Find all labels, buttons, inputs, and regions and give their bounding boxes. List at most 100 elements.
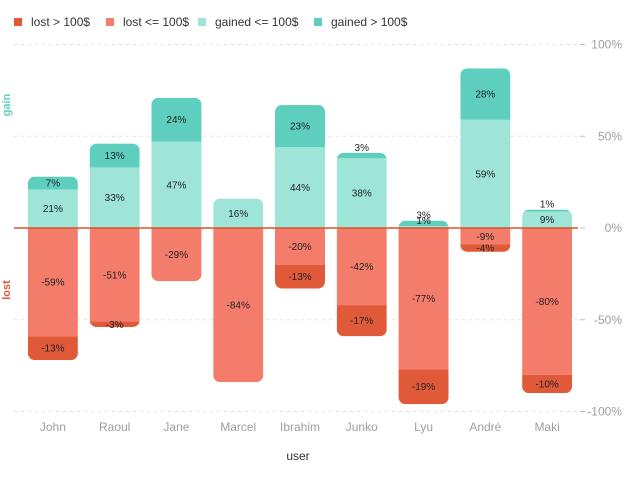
legend-swatch-1 <box>106 18 114 26</box>
legend-swatch-3 <box>314 18 322 26</box>
bar-André-gained-small <box>460 119 511 228</box>
bar-Jane-gained-small <box>151 141 202 228</box>
bar-group-1: 33% 13% -51% -3% <box>89 143 140 331</box>
x-axis-ticks: John Raoul Jane Marcel Ibrahim Junko Lyu André M… <box>40 420 560 434</box>
lost-axis-label: lost <box>1 280 13 300</box>
legend-label-0: lost > 100$ <box>31 15 90 29</box>
x-tick-label-6: Lyu <box>414 420 433 434</box>
x-tick-label-5: Junko <box>346 420 378 434</box>
bar-Lyu-gained-large <box>398 220 449 227</box>
data-label-Maki-gained-large: 1% <box>540 200 555 211</box>
legend-label-2: gained <= 100$ <box>215 15 299 29</box>
legend-label-3: gained > 100$ <box>331 15 408 29</box>
x-tick-label-4: Ibrahim <box>280 420 320 434</box>
data-label-Ibrahim-lost-small: -20% <box>288 242 311 253</box>
data-label-Junko-gained-large: 3% <box>355 143 370 154</box>
bar-Ibrahim-gained-small <box>275 147 325 228</box>
data-label-Jane-gained-small: 47% <box>166 180 186 191</box>
bar-Ibrahim-lost-large <box>275 264 325 289</box>
data-label-André-gained-large: 28% <box>475 90 495 101</box>
data-label-Marcel-lost-small: -84% <box>227 301 250 312</box>
data-label-Junko-lost-large: -17% <box>350 316 373 327</box>
legend-swatch-0 <box>14 18 22 26</box>
x-tick-label-2: Jane <box>163 420 189 434</box>
bar-group-5: 38% 3% -42% -17% <box>336 143 387 337</box>
bar-group-3: 16% -84% <box>213 198 264 383</box>
data-label-Raoul-gained-small: 33% <box>105 193 125 204</box>
data-label-John-lost-small: -59% <box>41 278 64 289</box>
data-label-Junko-gained-small: 38% <box>352 189 372 200</box>
data-label-Junko-lost-small: -42% <box>350 262 373 273</box>
data-label-André-lost-small: -9% <box>476 232 494 243</box>
data-label-Ibrahim-gained-small: 44% <box>290 183 310 194</box>
bar-Maki-lost-small <box>522 228 573 375</box>
data-label-André-gained-small: 59% <box>475 169 495 180</box>
bar-group-8: 9% 1% -80% -10% <box>522 200 573 394</box>
data-label-Maki-lost-large: -10% <box>535 379 558 390</box>
y-tick-label-2: 0% <box>605 221 623 235</box>
bar-John-gained-large <box>27 176 78 190</box>
bar-Jane-lost-small <box>151 228 202 282</box>
bar-Lyu-gained-small <box>398 226 449 228</box>
data-label-Jane-gained-large: 24% <box>166 115 186 126</box>
bar-Marcel-gained-small <box>213 198 264 228</box>
data-label-Lyu-gained-large: 3% <box>416 211 431 222</box>
data-label-Ibrahim-gained-large: 23% <box>290 122 310 133</box>
data-label-Ibrahim-lost-large: -13% <box>288 272 311 283</box>
bar-André-lost-small <box>460 228 511 245</box>
bar-André-lost-large <box>460 244 511 252</box>
x-tick-label-7: André <box>469 420 501 434</box>
x-tick-label-0: John <box>40 420 66 434</box>
y-tick-label-1: 50% <box>598 129 622 143</box>
bar-Raoul-lost-small <box>89 228 140 322</box>
bar-Lyu-lost-small <box>398 228 449 370</box>
data-label-John-lost-large: -13% <box>41 344 64 355</box>
bar-Lyu-lost-large <box>398 369 449 405</box>
bar-group-7: 59% 28% -9%-4% <box>460 68 511 255</box>
data-label-John-gained-large: 7% <box>46 179 61 190</box>
data-label-Lyu-gained-small: 1% <box>416 216 431 227</box>
x-tick-label-1: Raoul <box>99 420 130 434</box>
bars: 21% 7% -59% -13% 33% 13% -51% -3% 47% 24% -29% 16% -… <box>27 68 573 405</box>
y-axis-ticks: 100% 50% 0% -50% -100% <box>580 38 622 419</box>
bar-group-4: 44% 23% -20% -13% <box>275 105 325 289</box>
x-axis-title: user <box>286 449 309 463</box>
bar-Maki-gained-small <box>522 211 573 228</box>
data-label-Maki-lost-small: -80% <box>535 297 558 308</box>
data-label-Raoul-lost-small: -51% <box>103 270 126 281</box>
bar-André-gained-large <box>460 68 511 120</box>
gain-axis-label: gain <box>1 93 13 116</box>
bar-Raoul-gained-large <box>89 143 140 168</box>
y-tick-label-4: -100% <box>587 405 622 419</box>
bar-Junko-gained-small <box>336 158 387 228</box>
bar-Maki-lost-large <box>522 374 573 394</box>
bar-group-2: 47% 24% -29% <box>151 97 202 282</box>
bar-Junko-gained-large <box>336 152 387 159</box>
y-tick-label-3: -50% <box>594 313 622 327</box>
legend-swatch-2 <box>198 18 206 26</box>
bar-Raoul-gained-small <box>89 167 140 228</box>
data-label-Raoul-gained-large: 13% <box>105 151 125 162</box>
bar-John-lost-large <box>27 336 78 361</box>
data-label-André-lost-large: -4% <box>476 244 494 255</box>
bar-Ibrahim-gained-large <box>275 105 325 148</box>
data-label-John-gained-small: 21% <box>43 204 63 215</box>
bar-Junko-lost-large <box>336 305 387 337</box>
bar-Maki-gained-large <box>522 209 573 212</box>
bar-Junko-lost-small <box>336 228 387 306</box>
data-label-Lyu-lost-small: -77% <box>412 294 435 305</box>
x-tick-label-3: Marcel <box>220 420 256 434</box>
data-label-Marcel-gained-small: 16% <box>228 209 248 220</box>
bar-group-6: 1%3% -77% -19% <box>398 211 449 405</box>
legend: lost > 100$ lost <= 100$ gained <= 100$ gai… <box>14 15 408 29</box>
data-label-Raoul-lost-large: -3% <box>106 320 124 331</box>
bar-Jane-gained-large <box>151 97 202 142</box>
bar-group-0: 21% 7% -59% -13% <box>27 176 78 361</box>
legend-label-1: lost <= 100$ <box>123 15 189 29</box>
bar-Marcel-lost-small <box>213 228 264 383</box>
y-tick-label-0: 100% <box>591 38 622 52</box>
data-label-Lyu-lost-large: -19% <box>412 382 435 393</box>
bar-Ibrahim-lost-small <box>275 228 325 265</box>
data-label-Jane-lost-small: -29% <box>165 250 188 261</box>
